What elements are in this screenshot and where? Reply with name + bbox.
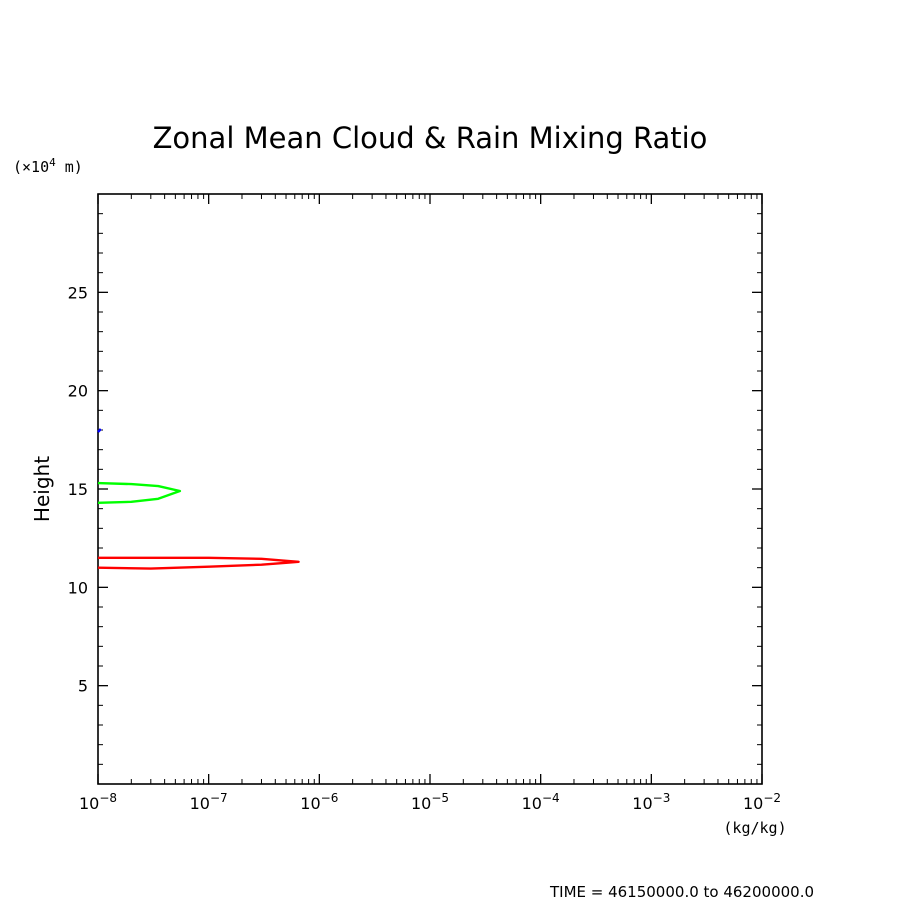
x-axis-ticks: 10−8 10−7 10−6 10−5 10−4 10−3 10−2 bbox=[79, 194, 781, 813]
chart-title: Zonal Mean Cloud & Rain Mixing Ratio bbox=[153, 121, 708, 155]
y-unit-label: (×104 m) bbox=[13, 156, 83, 176]
series-line bbox=[97, 556, 300, 570]
y-axis-label: Height bbox=[30, 456, 54, 522]
x-tick-base: 10 bbox=[522, 794, 542, 813]
x-tick-label: 10−7 bbox=[190, 791, 228, 813]
series-line bbox=[97, 428, 102, 433]
y-unit-prefix: (×10 bbox=[13, 158, 49, 176]
series-line bbox=[97, 481, 182, 504]
x-tick-label: 10−3 bbox=[632, 791, 670, 813]
y-unit-exponent: 4 bbox=[49, 156, 56, 169]
x-tick-base: 10 bbox=[632, 794, 652, 813]
x-tick-base: 10 bbox=[79, 794, 99, 813]
x-tick-exponent: −2 bbox=[763, 791, 781, 805]
y-unit-suffix: m) bbox=[56, 158, 83, 176]
x-tick-label: 10−4 bbox=[522, 791, 560, 813]
x-tick-exponent: −3 bbox=[653, 791, 671, 805]
x-tick-label: 10−5 bbox=[411, 791, 449, 813]
series-group bbox=[97, 428, 300, 570]
x-tick-label: 10−2 bbox=[743, 791, 781, 813]
y-tick-label: 15 bbox=[68, 480, 88, 499]
x-tick-exponent: −8 bbox=[99, 791, 117, 805]
x-tick-base: 10 bbox=[411, 794, 431, 813]
x-tick-exponent: −4 bbox=[542, 791, 560, 805]
x-tick-exponent: −7 bbox=[210, 791, 228, 805]
x-tick-label: 10−8 bbox=[79, 791, 117, 813]
x-tick-exponent: −6 bbox=[321, 791, 339, 805]
x-tick-base: 10 bbox=[300, 794, 320, 813]
y-tick-label: 25 bbox=[68, 283, 88, 302]
minor-ticks bbox=[98, 194, 762, 784]
x-unit-label: (kg/kg) bbox=[723, 819, 786, 837]
y-axis-ticks: 5 10 15 20 25 bbox=[68, 283, 762, 696]
y-tick-label: 5 bbox=[78, 677, 88, 696]
x-tick-base: 10 bbox=[190, 794, 210, 813]
x-tick-label: 10−6 bbox=[300, 791, 338, 813]
plot-frame bbox=[97, 193, 763, 785]
time-range-footer: TIME = 46150000.0 to 46200000.0 bbox=[549, 883, 814, 901]
y-tick-label: 10 bbox=[68, 578, 88, 597]
y-tick-label: 20 bbox=[68, 382, 88, 401]
x-tick-exponent: −5 bbox=[431, 791, 449, 805]
x-tick-base: 10 bbox=[743, 794, 763, 813]
